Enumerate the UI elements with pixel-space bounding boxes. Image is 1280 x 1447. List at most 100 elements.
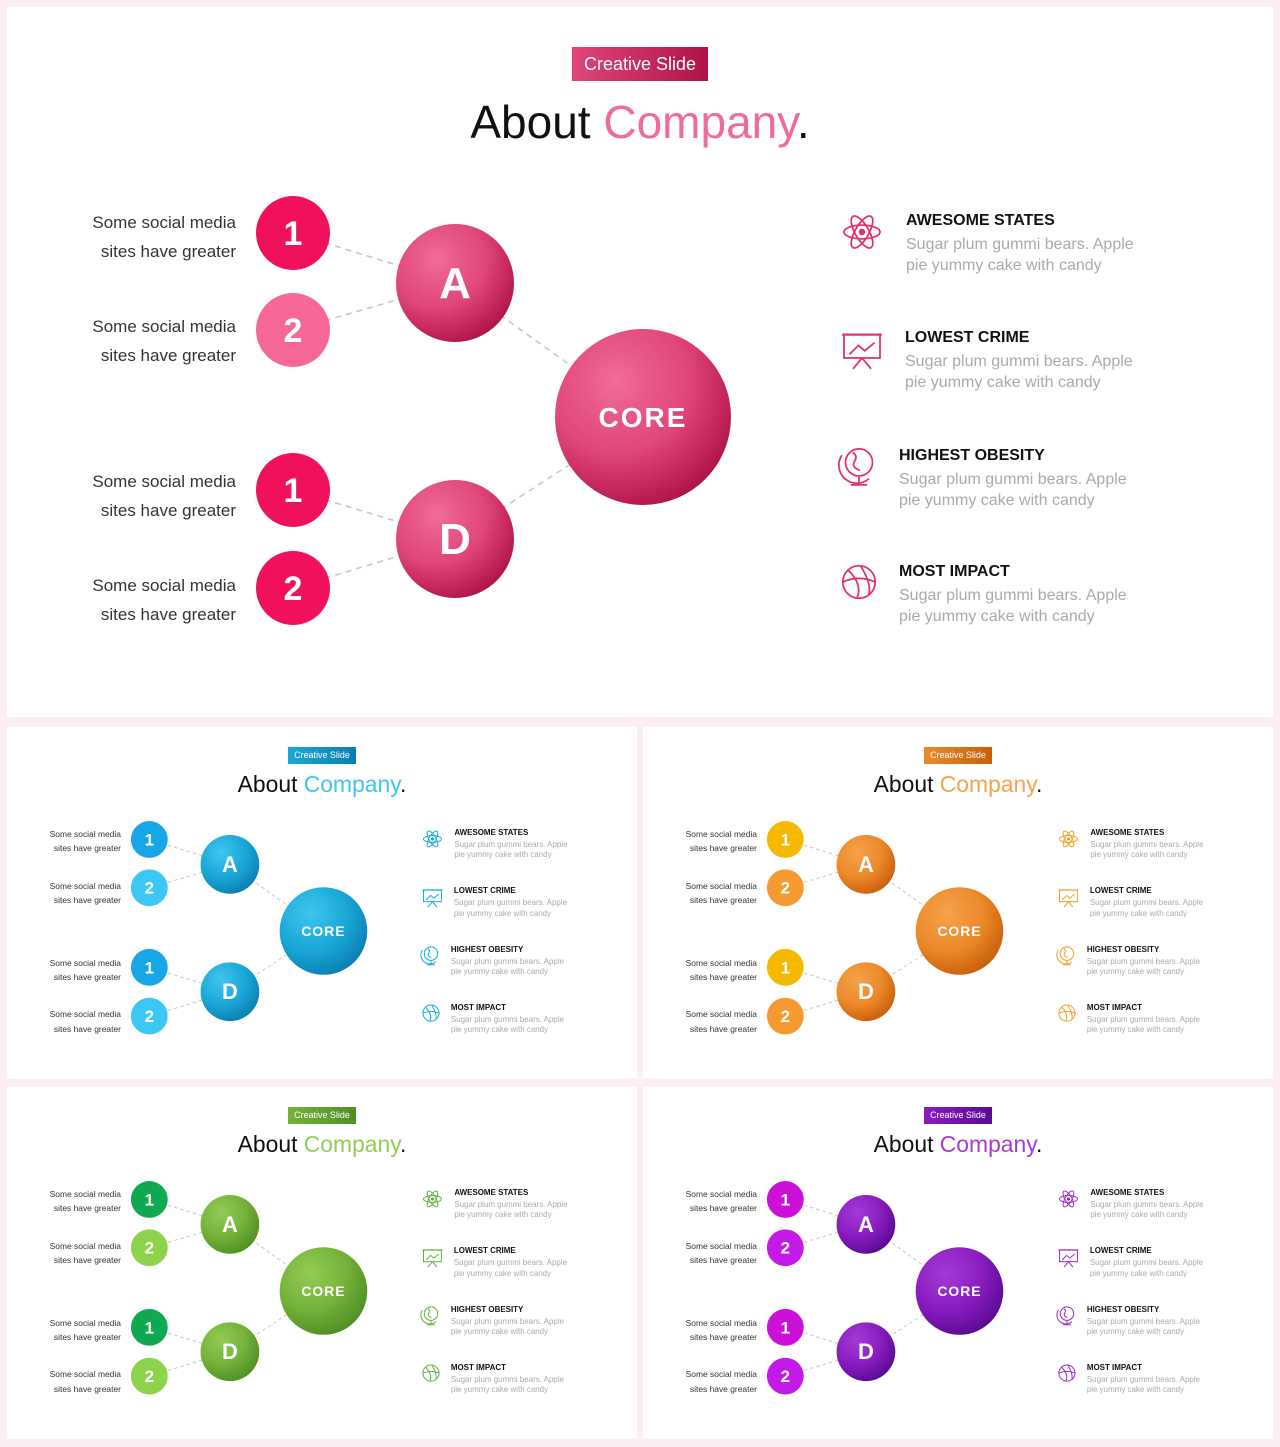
feature-item: LOWEST CRIME Sugar plum gummi bears. Appl…	[454, 1245, 578, 1279]
node-label-line1: Some social media	[685, 1188, 757, 1199]
node-label-line2: sites have greater	[53, 972, 121, 983]
number-node-4	[130, 1357, 168, 1395]
node-label-line2: sites have greater	[53, 1023, 121, 1034]
number-node-2	[130, 1229, 168, 1267]
number-node-1	[766, 821, 804, 858]
node-label-line2: sites have greater	[100, 241, 236, 261]
node-label-line1: Some social media	[685, 1369, 757, 1380]
feature-description: Sugar plum gummi bears. Apple pie yummy …	[906, 236, 1134, 274]
node-label: Some social media sites have greater	[686, 879, 757, 908]
creative-slide-tag: Creative Slide	[288, 1106, 356, 1124]
slide-pink[interactable]: 1 2 1 2 A D CORE Creative Slide About Company. So…	[7, 7, 1273, 717]
number-node-label: 2	[781, 1007, 790, 1026]
atom-icon	[843, 215, 881, 249]
node-label: Some social media sites have greater	[686, 956, 757, 985]
node-label-line2: sites have greater	[689, 1383, 757, 1394]
hub-a	[396, 224, 514, 342]
globe-icon	[420, 1306, 439, 1326]
node-label-line1: Some social media	[685, 880, 757, 891]
core-circle-label: CORE	[599, 402, 688, 433]
number-node-label: 1	[781, 1318, 790, 1337]
globe-network-icon	[422, 1364, 440, 1382]
presentation-board-icon	[422, 1249, 443, 1268]
hub-a	[836, 834, 896, 894]
node-label-line1: Some social media	[685, 957, 757, 968]
globe-network-icon	[841, 564, 877, 600]
feature-description: Sugar plum gummi bears. Apple pie yummy …	[450, 1316, 565, 1337]
hub-d	[200, 1322, 260, 1382]
page-title: About Company.	[7, 1131, 637, 1158]
feature-item: HIGHEST OBESITY Sugar plum gummi bears. A…	[451, 1304, 575, 1338]
node-label-line1: Some social media	[49, 880, 121, 891]
hub-d	[836, 962, 896, 1022]
number-node-label: 1	[284, 472, 303, 510]
feature-item: MOST IMPACT Sugar plum gummi bears. Apple…	[899, 559, 1149, 627]
slide-blue[interactable]: 1 2 1 2 A D CORE Creative Slide About Company. So…	[7, 727, 637, 1079]
globe-network-icon	[1058, 1004, 1076, 1022]
node-label-line2: sites have greater	[53, 843, 121, 854]
presentation-board-icon	[842, 333, 882, 370]
node-label: Some social media sites have greater	[92, 571, 236, 629]
node-label-line1: Some social media	[49, 957, 121, 968]
creative-slide-tag: Creative Slide	[924, 1106, 992, 1124]
slide-purple[interactable]: 1 2 1 2 A D CORE Creative Slide About Company. So…	[643, 1087, 1273, 1439]
number-node-label: 1	[781, 830, 790, 849]
node-label: Some social media sites have greater	[50, 827, 121, 856]
node-label-line2: sites have greater	[689, 894, 757, 905]
number-node-3	[130, 948, 168, 986]
number-node-2	[766, 869, 804, 907]
node-label: Some social media sites have greater	[50, 1239, 121, 1268]
title-dot: .	[796, 96, 810, 148]
node-label: Some social media sites have greater	[92, 467, 236, 525]
node-label: Some social media sites have greater	[50, 1316, 121, 1345]
number-node-2	[130, 869, 168, 907]
hub-d-label: D	[858, 979, 874, 1004]
node-label-line1: Some social media	[49, 828, 121, 839]
core-diagram: 1 2 1 2 A D CORE	[766, 1181, 1079, 1395]
number-node-label: 1	[145, 830, 154, 849]
feature-item: MOST IMPACT Sugar plum gummi bears. Apple…	[1087, 1362, 1211, 1396]
hub-d-label: D	[439, 515, 471, 564]
node-label-line2: sites have greater	[100, 345, 236, 365]
node-label: Some social media sites have greater	[686, 1316, 757, 1345]
feature-description: Sugar plum gummi bears. Apple pie yummy …	[453, 1258, 568, 1278]
slide-green[interactable]: 1 2 1 2 A D CORE Creative Slide About Company. So…	[7, 1087, 637, 1439]
node-label-line1: Some social media	[49, 1188, 121, 1199]
node-label-line1: Some social media	[685, 1240, 757, 1251]
feature-item: LOWEST CRIME Sugar plum gummi bears. Appl…	[454, 885, 578, 919]
number-node-2	[766, 1229, 804, 1267]
number-node-label: 2	[284, 570, 303, 608]
feature-description: Sugar plum gummi bears. Apple pie yummy …	[1090, 839, 1204, 860]
node-label-line2: sites have greater	[689, 843, 757, 854]
feature-description: Sugar plum gummi bears. Apple pie yummy …	[1086, 956, 1201, 977]
hub-d	[396, 480, 514, 598]
node-label: Some social media sites have greater	[50, 1187, 121, 1216]
number-node-3	[766, 948, 804, 986]
node-label: Some social media sites have greater	[92, 208, 236, 266]
node-label-line2: sites have greater	[689, 1254, 757, 1265]
presentation-board-icon	[1058, 1249, 1079, 1268]
node-label-line2: sites have greater	[689, 1203, 757, 1214]
node-label-line1: Some social media	[49, 1369, 121, 1380]
globe-network-icon	[1058, 1364, 1076, 1382]
feature-description: Sugar plum gummi bears. Apple pie yummy …	[905, 353, 1133, 391]
node-label-line1: Some social media	[685, 1317, 757, 1328]
node-label-line1: Some social media	[49, 1009, 121, 1020]
feature-title: MOST IMPACT	[1086, 1002, 1142, 1012]
atom-icon	[1058, 1190, 1078, 1208]
hub-a-label: A	[858, 852, 874, 877]
feature-description: Sugar plum gummi bears. Apple pie yummy …	[899, 587, 1127, 625]
feature-description: Sugar plum gummi bears. Apple pie yummy …	[450, 1374, 565, 1395]
page-title: About Company.	[643, 1131, 1273, 1158]
feature-title: MOST IMPACT	[1086, 1362, 1142, 1372]
feature-title: MOST IMPACT	[450, 1002, 506, 1012]
slide-orange[interactable]: 1 2 1 2 A D CORE Creative Slide About Company. So…	[643, 727, 1273, 1079]
feature-title: AWESOME STATES	[454, 828, 529, 838]
node-label-line1: Some social media	[92, 316, 236, 336]
page-title: About Company.	[7, 771, 637, 798]
node-label: Some social media sites have greater	[50, 1007, 121, 1036]
feature-title: LOWEST CRIME	[453, 886, 516, 896]
title-accent: Company	[303, 1130, 400, 1157]
number-node-label: 2	[145, 879, 154, 898]
title-accent: Company	[303, 770, 400, 797]
